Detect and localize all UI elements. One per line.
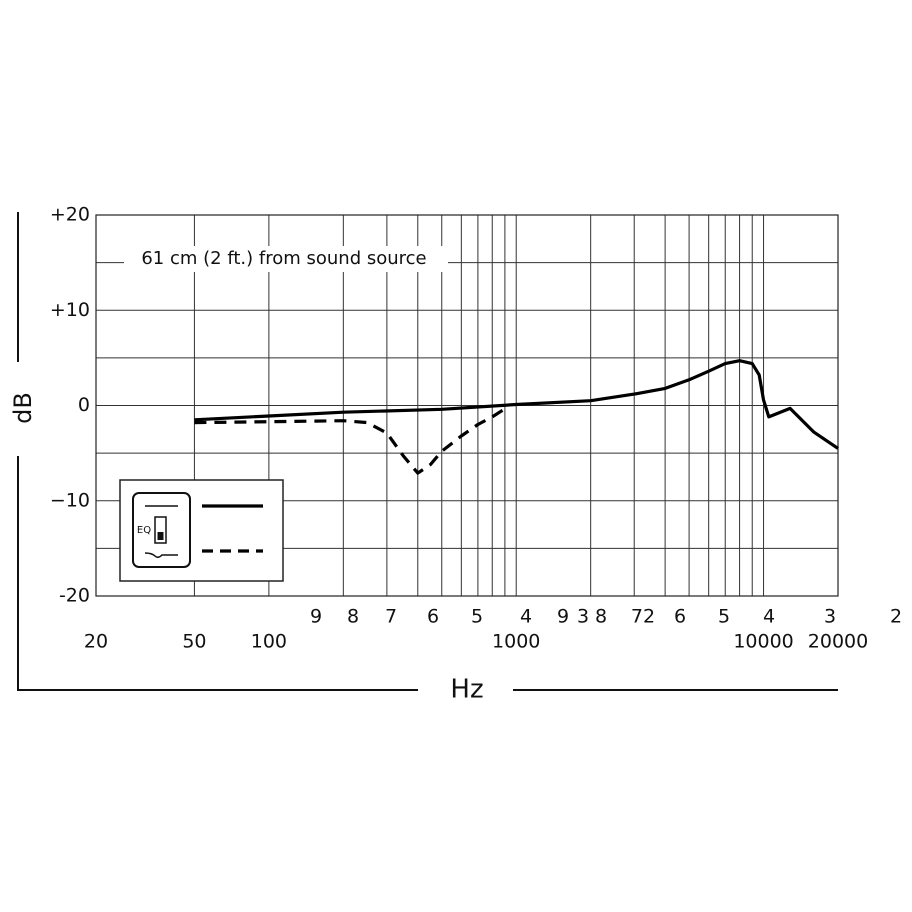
- x-tick-digit: 4: [763, 606, 775, 628]
- x-tick-digit: 9: [557, 606, 569, 628]
- y-tick-label: 0: [78, 394, 90, 416]
- legend-icon-knob: [157, 532, 164, 540]
- series-line: [194, 408, 504, 475]
- x-tick-label: 50: [182, 631, 206, 653]
- legend-icon-switch: [154, 516, 167, 544]
- annotation: 61 cm (2 ft.) from sound source: [141, 248, 426, 269]
- x-tick-digit: 4: [520, 606, 532, 628]
- legend-icon-label: EQ: [137, 525, 151, 536]
- x-tick-digit: 5: [471, 606, 483, 628]
- x-tick-digit: 5: [718, 606, 730, 628]
- y-tick-label: +20: [50, 204, 90, 226]
- x-tick-label: 20: [84, 631, 108, 653]
- x-tick-digit: 9: [310, 606, 322, 628]
- x-tick-digit: 6: [427, 606, 439, 628]
- x-tick-label: 10000: [733, 631, 793, 653]
- legend-entries: [202, 504, 263, 553]
- annotation-bg: [124, 246, 448, 272]
- x-tick-label: 20000: [808, 631, 868, 653]
- x-tick-label: 1000: [492, 631, 540, 653]
- marks: [194, 359, 839, 475]
- y-axis-label: dB: [9, 392, 37, 424]
- x-tick-digit: 8: [595, 606, 607, 628]
- series-line: [194, 359, 839, 450]
- x-tick-digit: 3: [577, 606, 589, 628]
- y-tick-label: -20: [59, 585, 90, 607]
- y-tick-label: +10: [50, 299, 90, 321]
- x-tick-digit: 6: [674, 606, 686, 628]
- x-tick-digit: 7: [385, 606, 397, 628]
- legend-icon-curve: [144, 552, 178, 559]
- plot-frame: [95, 214, 839, 597]
- x-tick-digit: 72: [631, 606, 655, 628]
- x-tick-digit: 2: [890, 606, 902, 628]
- x-axis-label: Hz: [450, 675, 483, 705]
- x-tick-digit: 8: [347, 606, 359, 628]
- y-tick-label: −10: [50, 489, 90, 511]
- x-tick-digit: 3: [824, 606, 836, 628]
- x-tick-label: 100: [251, 631, 287, 653]
